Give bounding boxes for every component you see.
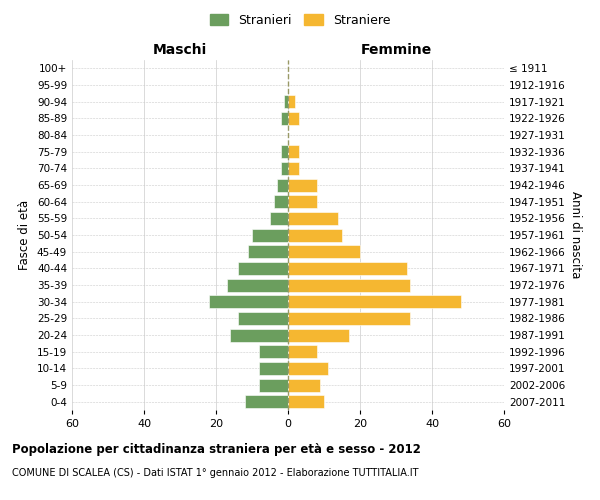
Bar xyxy=(288,162,299,175)
Bar xyxy=(288,228,342,241)
Bar xyxy=(288,278,410,291)
Bar xyxy=(288,328,349,342)
Y-axis label: Fasce di età: Fasce di età xyxy=(19,200,31,270)
Bar xyxy=(284,95,288,108)
Legend: Stranieri, Straniere: Stranieri, Straniere xyxy=(205,8,395,32)
Text: Popolazione per cittadinanza straniera per età e sesso - 2012: Popolazione per cittadinanza straniera p… xyxy=(12,442,421,456)
Bar xyxy=(259,362,288,375)
Bar xyxy=(288,395,324,408)
Bar xyxy=(270,212,288,225)
Text: COMUNE DI SCALEA (CS) - Dati ISTAT 1° gennaio 2012 - Elaborazione TUTTITALIA.IT: COMUNE DI SCALEA (CS) - Dati ISTAT 1° ge… xyxy=(12,468,419,477)
Bar xyxy=(288,145,299,158)
Text: Femmine: Femmine xyxy=(361,42,431,56)
Bar xyxy=(277,178,288,192)
Bar xyxy=(252,228,288,241)
Bar xyxy=(288,362,328,375)
Bar xyxy=(259,378,288,392)
Bar xyxy=(281,112,288,125)
Bar xyxy=(288,245,360,258)
Bar xyxy=(245,395,288,408)
Bar xyxy=(227,278,288,291)
Bar xyxy=(281,162,288,175)
Bar xyxy=(288,262,407,275)
Bar xyxy=(209,295,288,308)
Bar xyxy=(288,295,461,308)
Bar xyxy=(288,95,295,108)
Text: Maschi: Maschi xyxy=(153,42,207,56)
Bar xyxy=(274,195,288,208)
Bar xyxy=(288,112,299,125)
Bar xyxy=(238,312,288,325)
Bar xyxy=(248,245,288,258)
Bar xyxy=(288,345,317,358)
Bar xyxy=(288,378,320,392)
Bar xyxy=(259,345,288,358)
Bar xyxy=(288,195,317,208)
Bar xyxy=(288,212,338,225)
Bar xyxy=(281,145,288,158)
Bar xyxy=(238,262,288,275)
Y-axis label: Anni di nascita: Anni di nascita xyxy=(569,192,582,278)
Bar xyxy=(288,312,410,325)
Bar xyxy=(230,328,288,342)
Bar xyxy=(288,178,317,192)
